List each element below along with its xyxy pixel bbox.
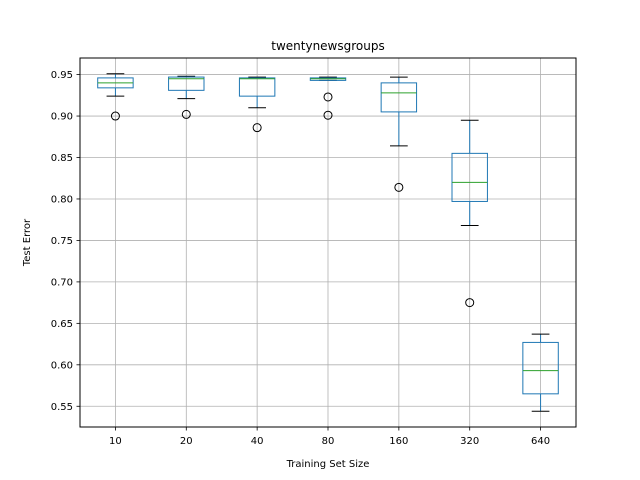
box: [168, 76, 205, 91]
outlier-point: [323, 110, 333, 120]
box: [238, 77, 276, 97]
box: [380, 82, 418, 113]
y-tick-label: 0.60: [51, 360, 73, 371]
outlier-point: [323, 92, 333, 102]
y-tick-label: 0.90: [51, 112, 73, 123]
outlier-point: [252, 123, 262, 133]
y-tick-label: 0.95: [51, 70, 73, 81]
y-tick-label: 0.75: [51, 236, 73, 247]
x-tick-label: 320: [460, 436, 479, 447]
boxes: [97, 73, 559, 412]
x-tick-label: 10: [109, 436, 122, 447]
outlier-point: [465, 298, 475, 308]
outlier-point: [181, 109, 191, 119]
y-tick-label: 0.85: [51, 153, 73, 164]
x-tick-label: 160: [389, 436, 408, 447]
y-tick-label: 0.70: [51, 277, 73, 288]
box: [451, 152, 488, 202]
y-tick-label: 0.55: [51, 402, 73, 413]
x-tick-label: 80: [322, 436, 335, 447]
y-tick-label: 0.80: [51, 194, 73, 205]
x-tick-label: 20: [180, 436, 193, 447]
y-axis-label: Test Error: [22, 218, 33, 267]
ticks: 0.55 0.60 0.65 0.70 0.75 0.80 0.85 0.90 0.95 10 20…: [51, 70, 550, 447]
x-tick-label: 640: [531, 436, 550, 447]
box: [522, 341, 559, 395]
outlier-point: [394, 182, 404, 192]
x-tick-label: 40: [251, 436, 264, 447]
y-tick-label: 0.65: [51, 319, 73, 330]
outlier-point: [110, 111, 120, 121]
chart-title: twentynewsgroups: [271, 39, 384, 53]
x-axis-label: Training Set Size: [286, 459, 370, 470]
grid: [80, 58, 576, 427]
